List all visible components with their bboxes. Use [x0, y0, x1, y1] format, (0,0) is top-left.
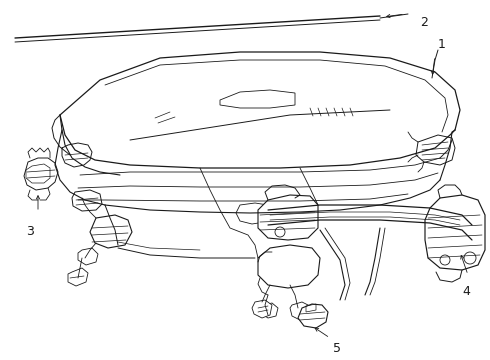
- Polygon shape: [68, 268, 88, 286]
- Polygon shape: [90, 215, 132, 248]
- Polygon shape: [416, 135, 455, 165]
- Polygon shape: [450, 215, 478, 242]
- Polygon shape: [290, 302, 310, 320]
- Text: 2: 2: [420, 15, 428, 28]
- Polygon shape: [258, 195, 318, 240]
- Polygon shape: [252, 300, 272, 318]
- Polygon shape: [24, 158, 58, 190]
- Polygon shape: [298, 304, 328, 328]
- Text: 5: 5: [333, 342, 341, 355]
- Polygon shape: [258, 245, 320, 288]
- Text: 1: 1: [438, 37, 446, 50]
- Polygon shape: [78, 248, 98, 265]
- Polygon shape: [262, 303, 278, 318]
- Text: 3: 3: [26, 225, 34, 238]
- Polygon shape: [425, 195, 485, 270]
- Text: 4: 4: [462, 285, 470, 298]
